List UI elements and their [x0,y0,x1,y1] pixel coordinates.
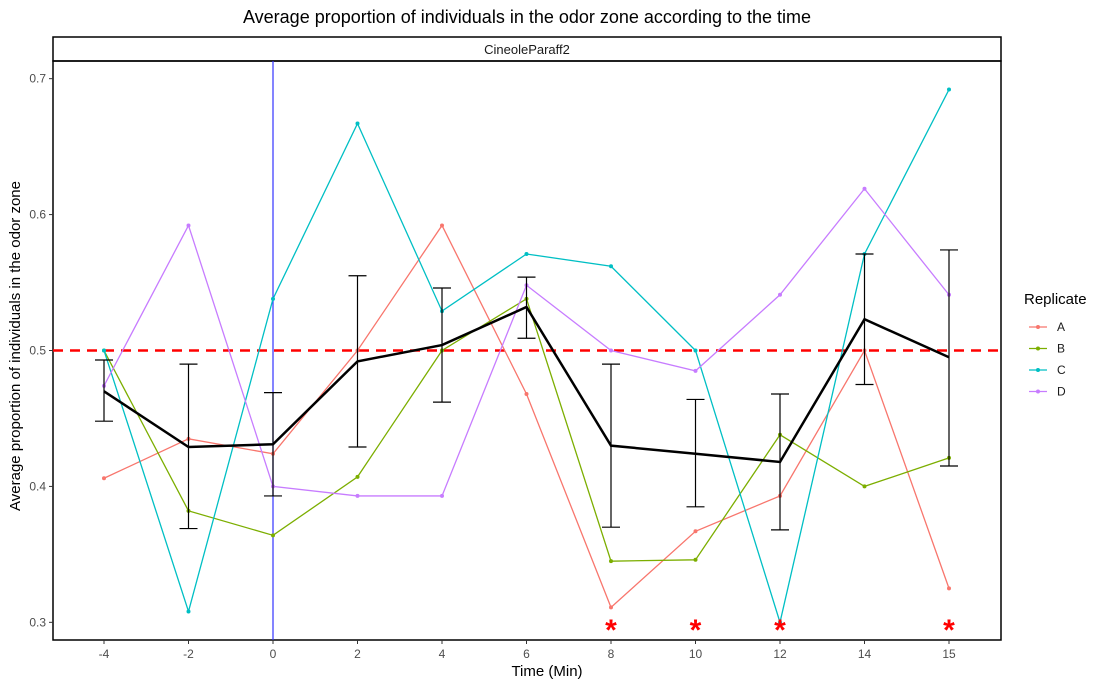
x-tick-label: 0 [270,647,277,661]
series-point-d [778,292,782,297]
series-point-b [355,474,360,479]
series-lines [102,87,951,625]
significance-asterisk: * [605,614,617,647]
x-tick-label: 12 [773,647,787,661]
facet-strip-label: CineoleParaff2 [484,42,570,57]
facet-strip [52,36,1002,62]
x-axis-title: Time (Min) [511,663,582,680]
mean-line-with-error-bars [95,249,958,531]
y-tick-label: 0.4 [29,479,46,493]
series-point-d [862,186,867,191]
series-point-c [524,252,529,256]
legend-title: Replicate [1024,291,1087,308]
y-tick-label: 0.6 [29,208,46,222]
series-point-d [693,368,698,373]
legend-key-point [1036,346,1040,351]
series-point-d [440,493,444,498]
mean-line [103,305,950,464]
legend-label: C [1057,363,1066,377]
legend-label: A [1057,320,1065,334]
series-point-d [186,223,191,228]
y-axis-title: Average proportion of individuals in the… [7,181,24,511]
series-point-a [524,391,529,396]
series-point-d [609,348,613,353]
series-line-d [103,187,950,497]
series-point-c [947,87,951,92]
series-point-a [693,529,698,534]
series-point-a [609,605,613,610]
x-tick-label: 10 [689,647,703,661]
significance-asterisk: * [943,614,955,647]
series-point-c [778,620,782,625]
significance-markers: * * * * [605,614,955,647]
x-tick-label: 8 [608,647,615,661]
y-tick-label: 0.5 [29,344,46,358]
y-tick-label: 0.7 [29,72,46,86]
series-point-c [355,121,360,126]
legend-key-point [1036,368,1040,372]
series-point-a [102,476,106,481]
series-point-c [102,348,106,353]
legend-key-point [1036,389,1040,394]
x-tick-label: -4 [99,647,110,661]
legend-label: D [1057,385,1066,399]
legend-label: B [1057,342,1065,356]
y-tick-label: 0.3 [29,615,46,629]
series-point-c [609,264,613,269]
series-point-a [947,586,951,591]
series-point-c [693,348,698,353]
legend-key-point [1036,325,1040,329]
x-tick-label: 6 [523,647,530,661]
significance-asterisk: * [690,614,702,647]
x-axis: -4 -2 0 2 4 6 8 10 12 14 15 [99,640,956,661]
series-point-b [271,533,275,538]
chart-title: Average proportion of individuals in the… [243,7,811,27]
x-tick-label: 2 [354,647,361,661]
reference-lines [53,61,1001,640]
series-point-a [440,223,444,228]
series-point-b [609,559,613,564]
x-tick-label: 14 [858,647,872,661]
significance-asterisk: * [774,614,786,647]
series-point-b [862,484,867,489]
x-tick-label: -2 [183,647,194,661]
x-tick-label: 4 [439,647,446,661]
series-point-c [271,296,275,301]
y-axis: 0.3 0.4 0.5 0.6 0.7 [29,72,53,629]
x-tick-label: 15 [942,647,956,661]
series-point-c [186,609,191,614]
series-point-b [693,557,698,562]
series-point-d [355,493,360,498]
